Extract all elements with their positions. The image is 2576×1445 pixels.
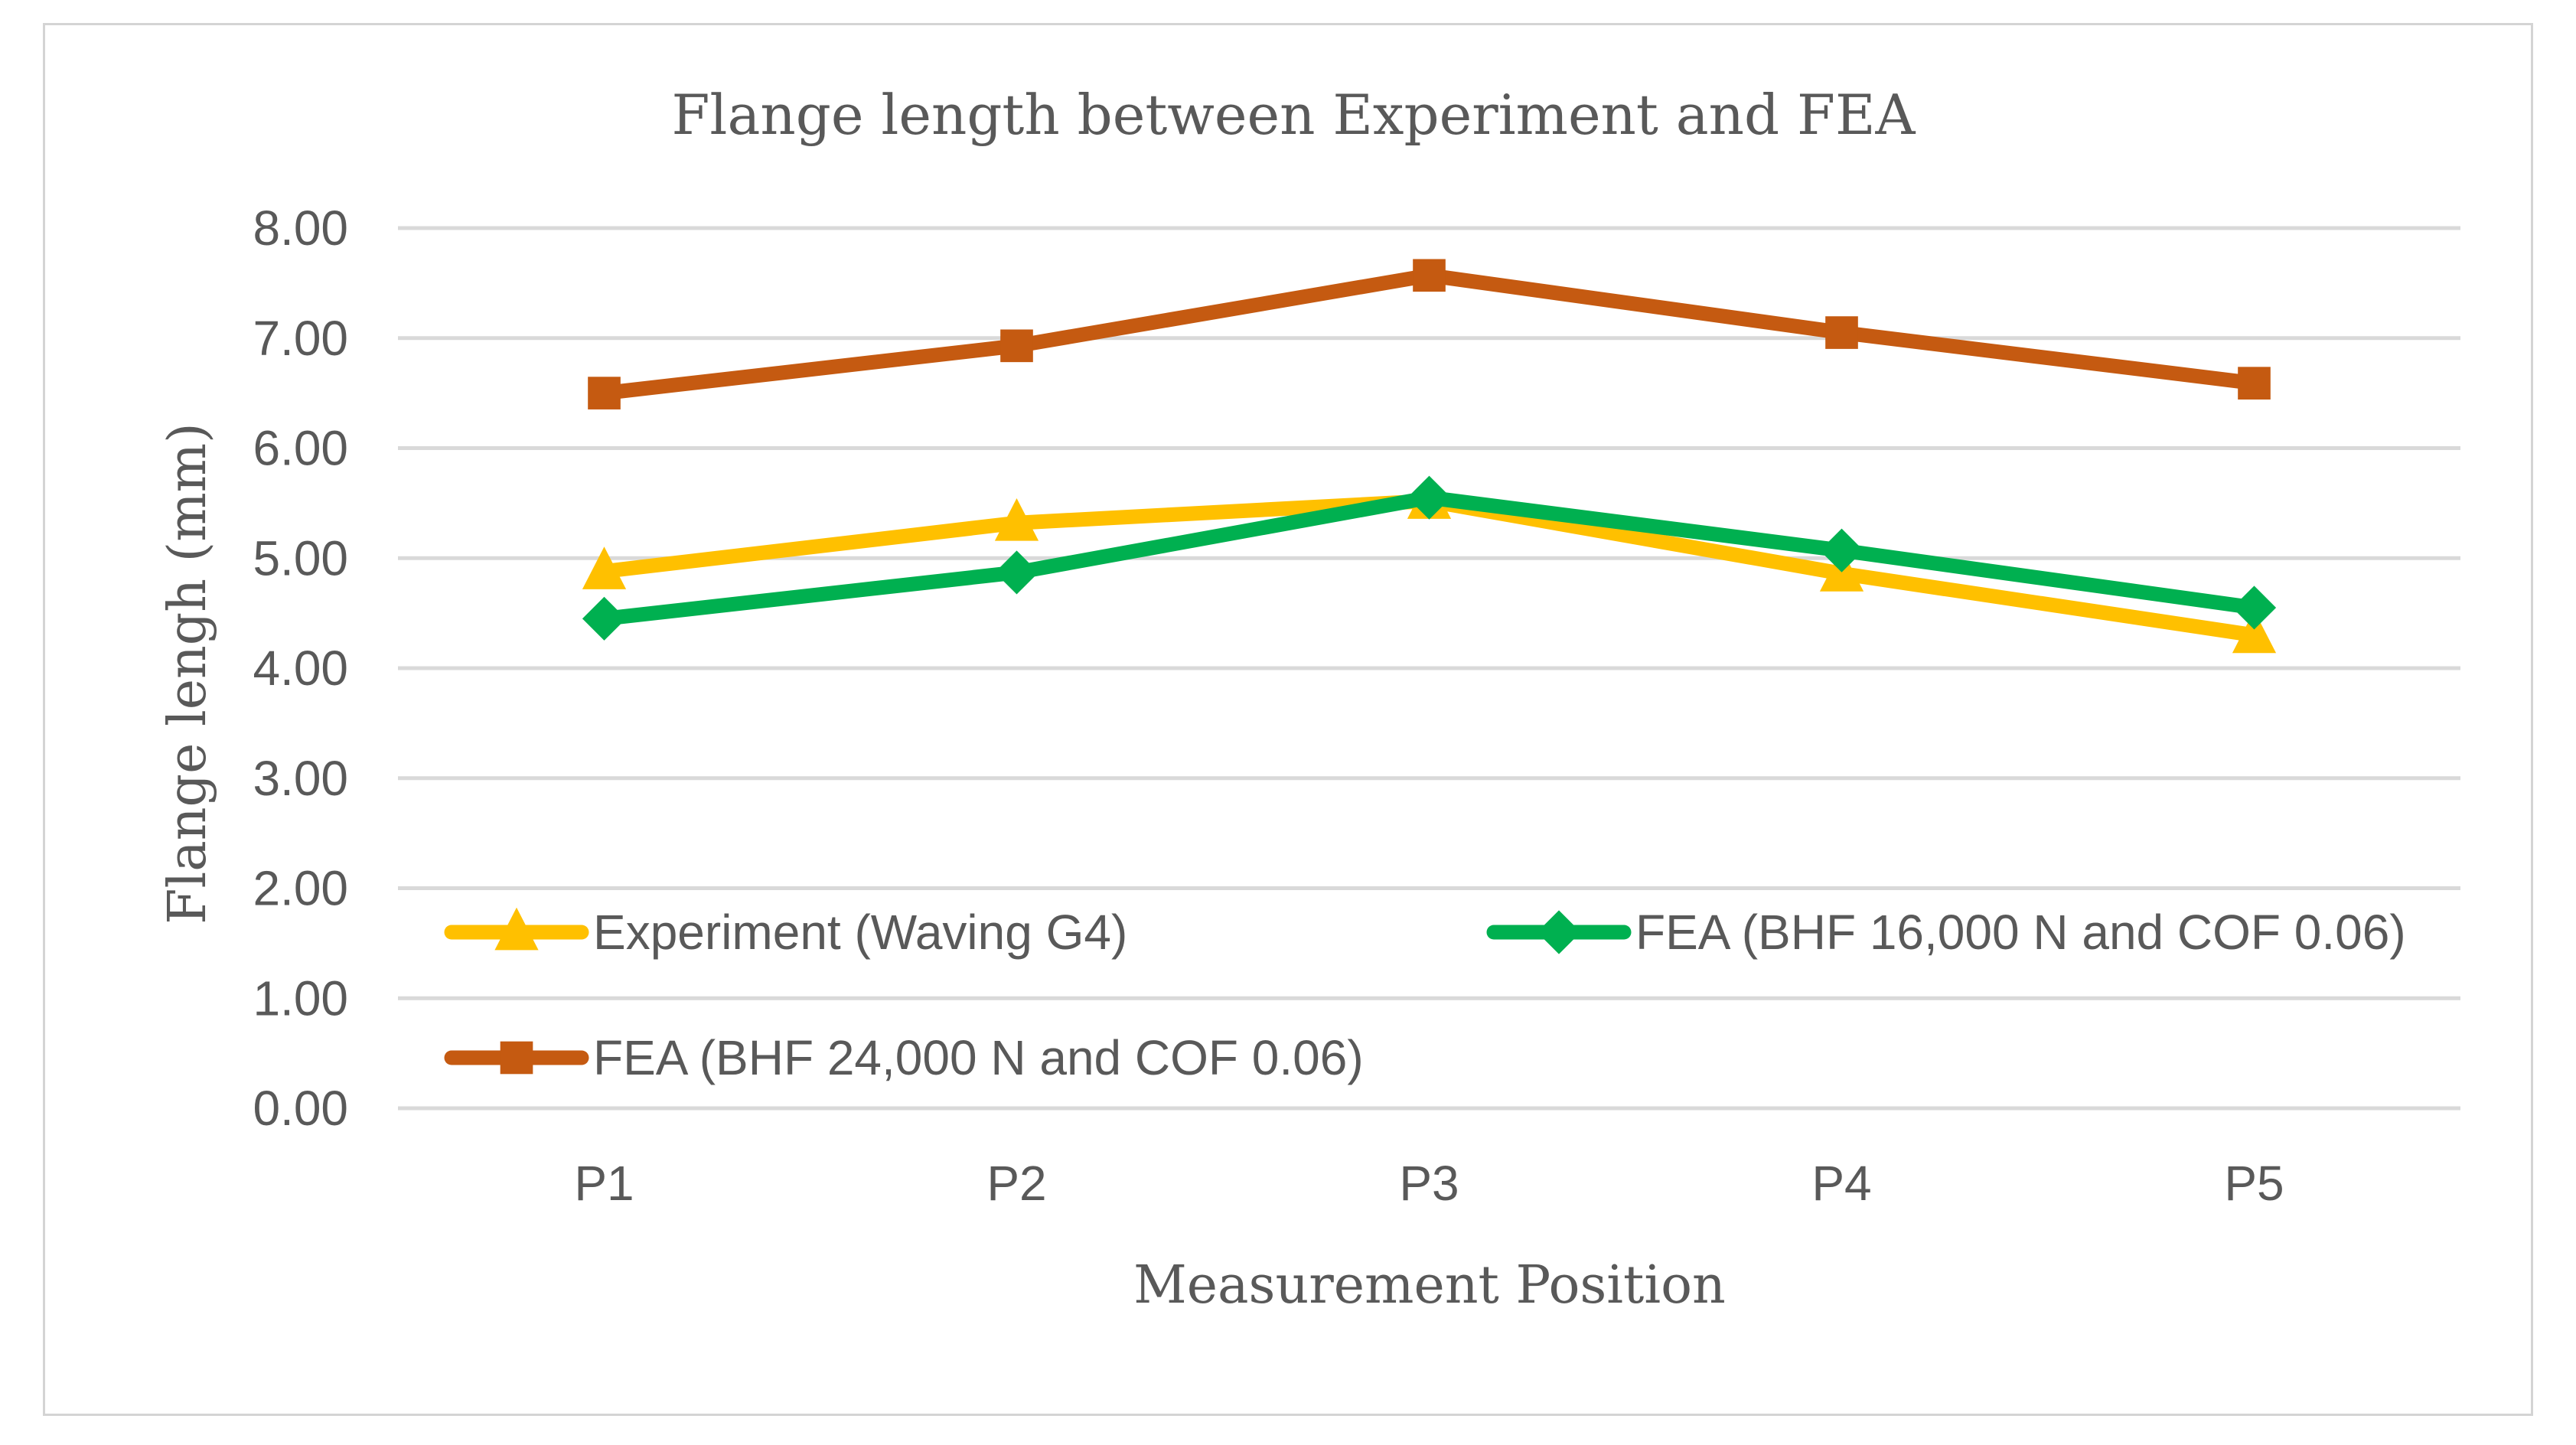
legend-label: FEA (BHF 24,000 N and COF 0.06) xyxy=(593,1030,1364,1085)
y-tick-label: 1.00 xyxy=(253,970,348,1026)
series-layer xyxy=(582,259,2277,654)
y-tick-label: 3.00 xyxy=(253,751,348,806)
data-point-square xyxy=(588,377,621,409)
data-point-square xyxy=(1825,316,1858,349)
y-tick-label: 7.00 xyxy=(253,311,348,366)
data-point-triangle xyxy=(994,498,1039,541)
y-tick-label: 8.00 xyxy=(253,201,348,256)
y-tick-label: 5.00 xyxy=(253,530,348,586)
data-point-square xyxy=(1413,259,1446,292)
series-2 xyxy=(582,475,2277,641)
series-3 xyxy=(588,259,2271,409)
legend-label: FEA (BHF 16,000 N and COF 0.06) xyxy=(1635,905,2406,960)
series-line xyxy=(597,268,2261,401)
x-axis-title: Measurement Position xyxy=(1133,1255,1726,1316)
data-point-triangle xyxy=(494,907,539,951)
data-point-triangle xyxy=(2232,610,2277,654)
data-point-square xyxy=(500,1041,533,1075)
chart-title: Flange length between Experiment and FEA xyxy=(671,83,1916,147)
y-axis-ticks: 0.00 1.00 2.00 3.00 4.00 5.00 6.00 7.00 8.00 xyxy=(253,201,348,1136)
data-point-triangle xyxy=(582,546,627,589)
x-tick-label: P3 xyxy=(1399,1156,1459,1211)
data-point-diamond xyxy=(994,550,1039,595)
chart-frame xyxy=(43,23,2533,1416)
x-axis-ticks: P1 P2 P3 P4 P5 xyxy=(574,1156,2284,1211)
y-tick-label: 6.00 xyxy=(253,421,348,476)
gridlines xyxy=(398,226,2460,1111)
legend-entry: Experiment (Waving G4) xyxy=(444,905,1127,960)
x-tick-label: P4 xyxy=(1811,1156,1871,1211)
y-tick-label: 0.00 xyxy=(253,1081,348,1136)
x-tick-label: P2 xyxy=(986,1156,1046,1211)
data-point-square xyxy=(1000,329,1033,363)
y-tick-label: 2.00 xyxy=(253,861,348,916)
legend-entry: FEA (BHF 16,000 N and COF 0.06) xyxy=(1486,905,2406,960)
data-point-diamond xyxy=(1407,475,1452,520)
legend-entry: FEA (BHF 24,000 N and COF 0.06) xyxy=(444,1030,1364,1085)
x-tick-label: P1 xyxy=(574,1156,634,1211)
data-point-diamond xyxy=(2232,586,2277,630)
y-axis-title: Flange lengh (mm) xyxy=(158,422,218,924)
data-point-diamond xyxy=(1537,910,1581,954)
y-tick-label: 4.00 xyxy=(253,641,348,696)
legend-label: Experiment (Waving G4) xyxy=(593,905,1127,960)
data-point-diamond xyxy=(1819,528,1864,572)
data-point-diamond xyxy=(582,596,627,641)
x-tick-label: P5 xyxy=(2224,1156,2284,1211)
legend: Experiment (Waving G4) FEA (BHF 16,000 N … xyxy=(444,905,2406,1085)
data-point-square xyxy=(2238,367,2271,400)
